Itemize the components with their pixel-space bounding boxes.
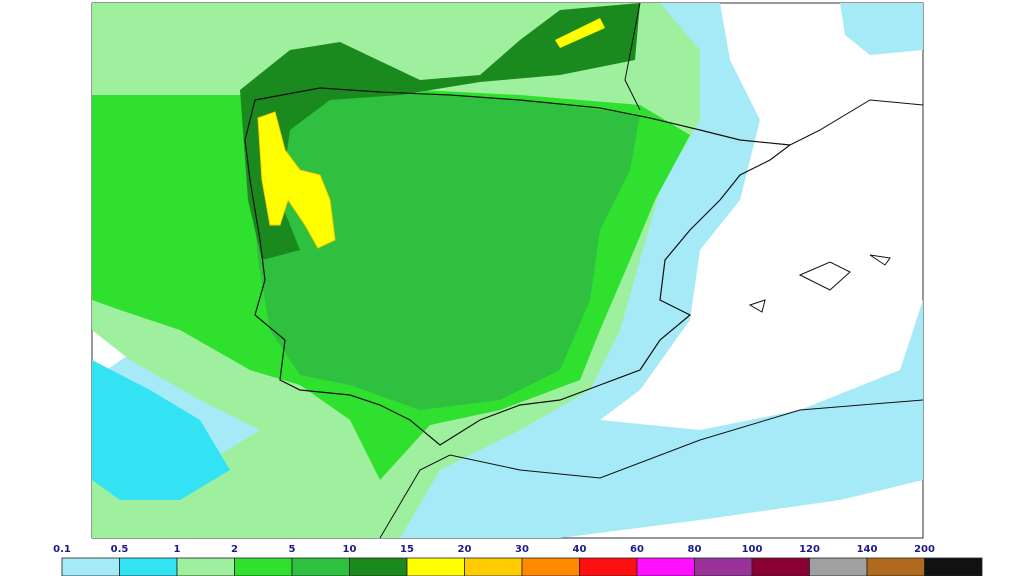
legend-label: 2 bbox=[231, 544, 238, 555]
legend-swatch bbox=[406, 557, 465, 576]
legend-label: 200 bbox=[914, 544, 935, 555]
legend-label: 40 bbox=[573, 544, 587, 555]
legend-label: 0.5 bbox=[111, 544, 129, 555]
legend-label: 5 bbox=[289, 544, 296, 555]
legend-swatch bbox=[464, 557, 523, 576]
legend-swatch bbox=[234, 557, 293, 576]
color-legend: 0.1 0.5 1 2 5 10 15 20 30 40 60 80 100 120 140 200 bbox=[53, 544, 983, 576]
light-blue-field-ne bbox=[840, 3, 923, 55]
legend-swatch bbox=[176, 557, 235, 576]
legend-swatch bbox=[579, 557, 638, 576]
yellow-band-ne bbox=[555, 18, 605, 48]
coastline bbox=[244, 87, 792, 446]
legend-swatch bbox=[636, 557, 695, 576]
legend-swatch bbox=[521, 557, 580, 576]
legend-label: 30 bbox=[515, 544, 529, 555]
legend-swatch bbox=[349, 557, 408, 576]
legend-label: 100 bbox=[742, 544, 763, 555]
legend-label: 0.1 bbox=[53, 544, 71, 555]
legend-swatch bbox=[119, 557, 178, 576]
legend-swatch bbox=[809, 557, 868, 576]
legend-label: 15 bbox=[400, 544, 414, 555]
legend-swatch bbox=[924, 557, 983, 576]
legend-swatch bbox=[61, 557, 120, 576]
precipitation-map bbox=[91, 2, 924, 539]
legend-label: 10 bbox=[343, 544, 357, 555]
africa-coast bbox=[379, 399, 923, 538]
legend-label: 20 bbox=[458, 544, 472, 555]
cyan-patch-sw bbox=[92, 360, 230, 500]
yellow-band bbox=[257, 111, 336, 249]
legend-swatch bbox=[291, 557, 350, 576]
france-coast bbox=[624, 3, 923, 146]
legend-label: 80 bbox=[688, 544, 702, 555]
legend-label: 1 bbox=[174, 544, 181, 555]
legend-label: 120 bbox=[799, 544, 820, 555]
islands bbox=[748, 254, 891, 313]
green-iberia bbox=[250, 92, 640, 410]
legend-swatch bbox=[694, 557, 753, 576]
legend-swatch bbox=[751, 557, 810, 576]
dark-green-north bbox=[240, 3, 640, 260]
legend-label: 140 bbox=[857, 544, 878, 555]
legend-swatch bbox=[866, 557, 925, 576]
legend-label: 60 bbox=[630, 544, 644, 555]
